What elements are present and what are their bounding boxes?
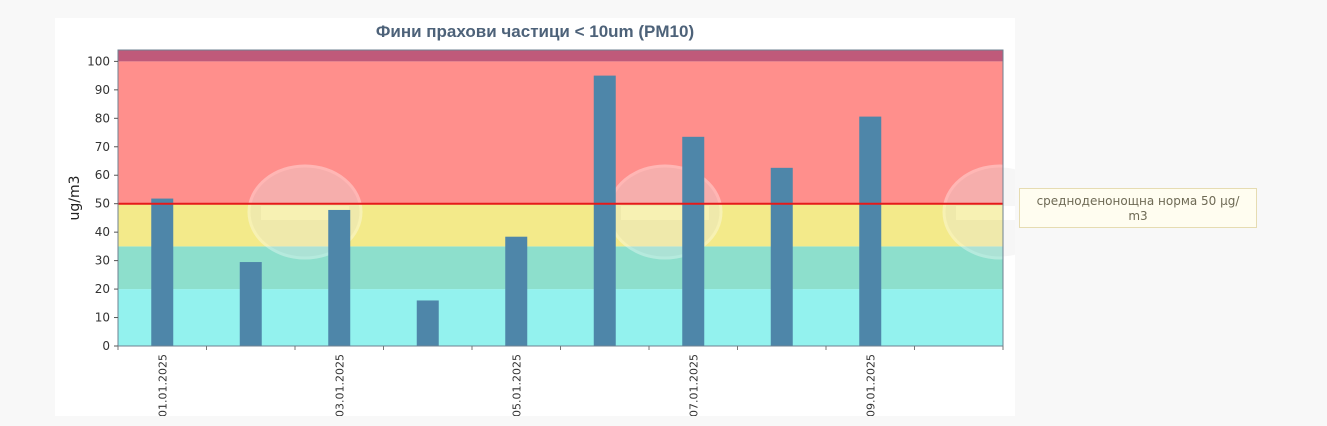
bar-02.01.2025 <box>239 262 262 346</box>
y-tick-label: 90 <box>95 83 110 97</box>
x-tick-label: 03.01.2025 <box>333 354 346 416</box>
band-3 <box>118 61 1003 204</box>
bar-01.01.2025 <box>151 198 174 346</box>
x-tick-label: 09.01.2025 <box>864 354 877 416</box>
bar-08.01.2025 <box>770 167 793 346</box>
y-tick-label: 10 <box>95 311 110 325</box>
y-tick-label: 60 <box>95 168 110 182</box>
y-tick-label: 80 <box>95 111 110 125</box>
y-tick-label: 50 <box>95 197 110 211</box>
band-0 <box>118 289 1003 346</box>
y-tick-label: 0 <box>102 339 110 353</box>
bar-07.01.2025 <box>682 136 705 346</box>
bar-09.01.2025 <box>859 116 882 346</box>
y-ticks: 0 10 20 30 40 50 60 70 80 90 100 <box>87 54 118 353</box>
x-tick-label: 05.01.2025 <box>510 354 523 416</box>
bar-03.01.2025 <box>328 209 351 346</box>
band-4 <box>118 50 1003 62</box>
bars <box>151 75 882 346</box>
y-tick-label: 30 <box>95 254 110 268</box>
x-tick-label: 07.01.2025 <box>687 354 700 416</box>
bar-05.01.2025 <box>505 236 528 346</box>
y-tick-label: 40 <box>95 225 110 239</box>
y-tick-label: 100 <box>87 54 110 68</box>
chart-panel: Фини прахови частици < 10um (PM10) ug/m3… <box>55 18 1015 416</box>
x-tick-label: 01.01.2025 <box>156 354 169 416</box>
y-axis-label: ug/m3 <box>67 175 83 220</box>
y-tick-label: 20 <box>95 282 110 296</box>
watermark-logo <box>942 164 1015 260</box>
threshold-bands <box>118 50 1003 346</box>
pm10-bar-chart: Фини прахови частици < 10um (PM10) ug/m3… <box>67 22 1015 416</box>
legend-norm-label: средноденонощна норма 50 µg/ m3 <box>1019 188 1257 228</box>
bar-04.01.2025 <box>416 300 439 346</box>
chart-title: Фини прахови частици < 10um (PM10) <box>376 22 694 41</box>
x-ticks: 01.01.2025 03.01.2025 05.01.2025 07.01.2025… <box>117 346 1004 416</box>
band-2 <box>118 203 1003 247</box>
bar-06.01.2025 <box>593 75 616 346</box>
band-1 <box>118 246 1003 290</box>
y-tick-label: 70 <box>95 140 110 154</box>
